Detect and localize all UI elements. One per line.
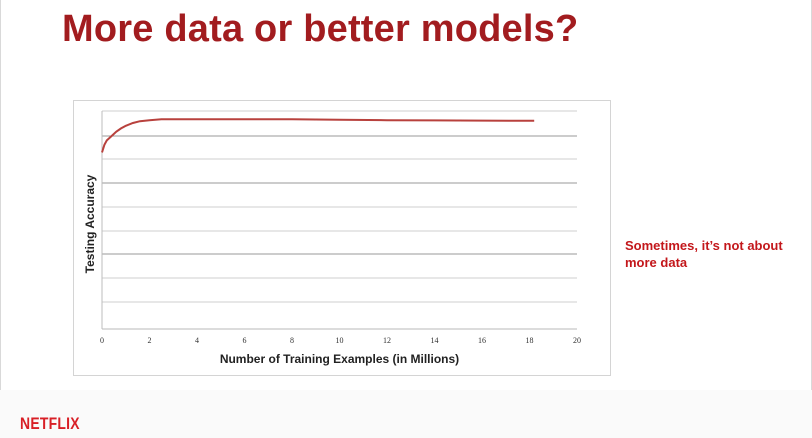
x-tick-label: 6 <box>243 336 247 345</box>
x-tick-label: 2 <box>148 336 152 345</box>
slide-title: More data or better models? <box>62 8 579 50</box>
x-tick-label: 16 <box>478 336 486 345</box>
x-tick-label: 12 <box>383 336 391 345</box>
footer-band <box>0 390 812 438</box>
x-tick-label: 18 <box>526 336 534 345</box>
x-tick-label: 14 <box>431 336 439 345</box>
series-line <box>101 118 535 153</box>
chart-container: 0 2 4 6 8 10 12 14 16 18 20 Number of Training Exa… <box>73 100 611 376</box>
x-tick-label: 20 <box>573 336 581 345</box>
annotation-text: Sometimes, it’s not about more data <box>625 238 783 270</box>
x-tick-label: 4 <box>195 336 199 345</box>
x-tick-label: 10 <box>336 336 344 345</box>
x-tick-labels: 0 2 4 6 8 10 12 14 16 18 20 <box>100 336 581 345</box>
gridlines <box>102 110 577 330</box>
y-axis-title: Testing Accuracy <box>83 174 97 273</box>
x-tick-label: 8 <box>290 336 294 345</box>
x-tick-label: 0 <box>100 336 104 345</box>
netflix-logo: NETFLIX <box>20 414 80 433</box>
x-axis-title: Number of Training Examples (in Millions… <box>220 352 459 366</box>
line-chart: 0 2 4 6 8 10 12 14 16 18 20 Number of Training Exa… <box>83 110 581 366</box>
